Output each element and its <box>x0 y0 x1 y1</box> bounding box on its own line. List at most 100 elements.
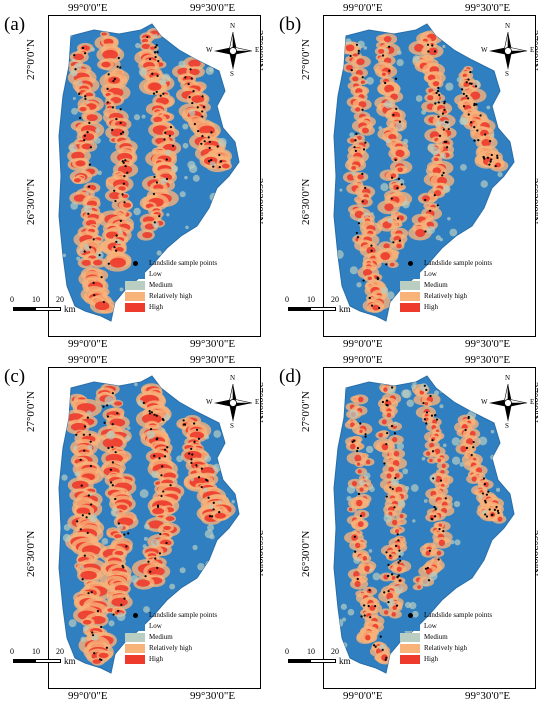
landslide-sample-point <box>376 276 379 279</box>
landslide-sample-point <box>151 72 154 75</box>
landslide-sample-point <box>361 172 364 176</box>
landslide-sample-point <box>469 121 473 124</box>
landslide-sample-point <box>370 244 373 247</box>
landslide-sample-point <box>197 476 201 479</box>
landslide-sample-point <box>384 81 387 85</box>
landslide-sample-point <box>462 105 466 108</box>
landslide-sample-point <box>383 591 386 594</box>
landslide-sample-point <box>425 388 428 391</box>
landslide-sample-point <box>109 468 113 471</box>
landslide-sample-point <box>388 69 391 72</box>
landslide-sample-point <box>81 46 85 50</box>
landslide-sample-point <box>398 120 401 123</box>
landslide-sample-point <box>361 200 364 203</box>
landslide-sample-point <box>119 108 122 111</box>
landslide-sample-point <box>357 52 360 55</box>
legend-label-low: Low <box>424 622 437 630</box>
landslide-sample-point <box>201 110 204 113</box>
landslide-sample-point <box>155 181 159 184</box>
landslide-sample-point <box>361 108 364 111</box>
landslide-sample-point <box>367 605 370 608</box>
legend-swatch-relatively-high <box>125 292 145 301</box>
landslide-sample-point <box>160 494 163 498</box>
compass-rose-icon <box>214 31 253 70</box>
landslide-sample-point <box>481 492 485 495</box>
landslide-sample-point <box>387 590 390 593</box>
legend-swatch-high <box>125 303 145 312</box>
landslide-sample-point <box>386 431 389 435</box>
landslide-sample-point <box>470 453 473 457</box>
scale-bar-black <box>13 659 35 663</box>
landslide-sample-point <box>78 92 81 95</box>
compass-e: E <box>530 46 535 54</box>
landslide-sample-point <box>207 496 210 499</box>
landslide-sample-point <box>157 59 160 63</box>
landslide-sample-point <box>490 158 493 161</box>
landslide-sample-point <box>460 88 464 91</box>
landslide-sample-point <box>482 477 486 480</box>
panel-label: (b) <box>279 14 302 35</box>
landslide-sample-point <box>193 422 196 425</box>
landslide-sample-point <box>155 44 158 47</box>
landslide-sample-point <box>373 644 376 647</box>
landslide-sample-point <box>437 115 440 118</box>
landslide-sample-point <box>79 528 82 531</box>
landslide-sample-point <box>396 217 400 220</box>
susceptibility-map <box>58 375 240 674</box>
map-panel-c: (c) 99°0'0"E 99°30'0"E 99°0'0"E 99°30'0"… <box>0 352 275 704</box>
landslide-sample-point <box>182 419 185 422</box>
north-arrow-compass: N S W E <box>206 374 259 430</box>
longitude-label-right-bottom: 99°30'0"E <box>465 338 511 350</box>
landslide-sample-point <box>436 204 439 207</box>
landslide-sample-point <box>103 421 106 424</box>
longitude-label-left-bottom: 99°0'0"E <box>343 338 383 350</box>
landslide-sample-point <box>357 492 361 496</box>
landslide-sample-point <box>155 414 158 417</box>
landslide-sample-point <box>107 446 110 450</box>
landslide-sample-point <box>106 101 109 104</box>
landslide-sample-point <box>119 121 122 125</box>
longitude-label-right-bottom: 99°30'0"E <box>190 690 236 702</box>
panel-label: (a) <box>4 14 26 35</box>
landslide-sample-point <box>435 418 439 421</box>
landslide-sample-point <box>209 515 212 518</box>
landslide-sample-point <box>394 476 397 480</box>
landslide-sample-point <box>437 101 440 104</box>
map-frame <box>323 367 536 689</box>
landslide-sample-point <box>479 114 482 117</box>
scale-unit: km <box>339 304 351 314</box>
landslide-sample-point <box>425 422 428 425</box>
landslide-sample-point <box>424 567 427 570</box>
landslide-point-symbol <box>408 261 413 266</box>
compass-w: W <box>206 398 213 406</box>
landslide-sample-point <box>210 158 213 162</box>
scale-bar: 0 10 20 km <box>282 647 392 669</box>
landslide-sample-point <box>116 412 119 415</box>
landslide-sample-point <box>469 71 472 74</box>
landslide-sample-point <box>148 58 152 61</box>
landslide-sample-point <box>424 230 427 233</box>
landslide-sample-point <box>110 481 113 484</box>
landslide-sample-point <box>390 425 394 428</box>
landslide-sample-point <box>142 401 145 404</box>
landslide-sample-point <box>445 120 448 124</box>
landslide-sample-point <box>398 579 402 582</box>
landslide-sample-point <box>392 113 395 117</box>
landslide-sample-point <box>119 132 123 135</box>
scale-tick-10: 10 <box>307 647 315 656</box>
landslide-sample-point <box>124 165 127 168</box>
landslide-sample-point <box>147 560 150 563</box>
landslide-sample-point <box>497 511 500 515</box>
latitude-label-bottom-left: 26°30'0"N <box>25 530 37 577</box>
landslide-sample-point <box>465 446 469 450</box>
landslide-sample-point <box>200 467 203 470</box>
legend-swatch-relatively-high <box>400 644 420 653</box>
landslide-sample-point <box>152 92 156 95</box>
landslide-sample-point <box>354 149 357 152</box>
landslide-sample-point <box>434 508 437 511</box>
map-frame <box>48 15 261 337</box>
landslide-sample-point <box>356 446 360 450</box>
landslide-sample-point <box>92 238 95 241</box>
landslide-sample-point <box>425 411 429 414</box>
landslide-sample-point <box>443 108 446 111</box>
